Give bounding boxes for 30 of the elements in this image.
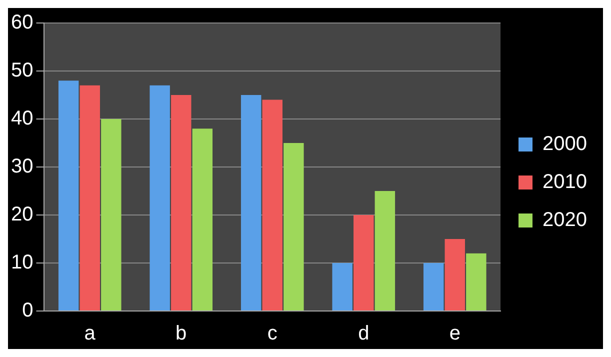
- x-tick-label: a: [84, 322, 96, 345]
- bar: [80, 85, 100, 310]
- bar: [354, 215, 374, 310]
- bar: [171, 95, 192, 310]
- x-tick-label: b: [176, 322, 187, 345]
- y-tick-label: 40: [10, 108, 34, 130]
- x-tick-label: e: [449, 322, 460, 345]
- bar: [262, 100, 282, 310]
- y-tick-label: 0: [22, 300, 34, 322]
- bar: [284, 143, 304, 310]
- bar: [101, 119, 122, 310]
- legend-label: 2000: [542, 133, 588, 156]
- legend-label: 2020: [542, 209, 588, 232]
- bar: [192, 128, 213, 310]
- bar: [444, 239, 465, 310]
- bar: [58, 80, 79, 310]
- y-tick-label: 20: [10, 204, 34, 226]
- bar: [423, 263, 444, 310]
- y-tick-label: 50: [10, 60, 34, 82]
- bar: [150, 85, 170, 310]
- y-tick-label: 60: [10, 12, 34, 34]
- x-tick-label: c: [267, 322, 278, 345]
- legend-label: 2010: [542, 171, 588, 194]
- x-tick-label: d: [358, 322, 370, 345]
- bar: [240, 95, 262, 310]
- bar: [466, 253, 486, 310]
- y-tick-label: 10: [10, 252, 34, 274]
- bar: [332, 263, 352, 310]
- y-tick-label: 30: [10, 156, 34, 178]
- bar: [374, 191, 396, 310]
